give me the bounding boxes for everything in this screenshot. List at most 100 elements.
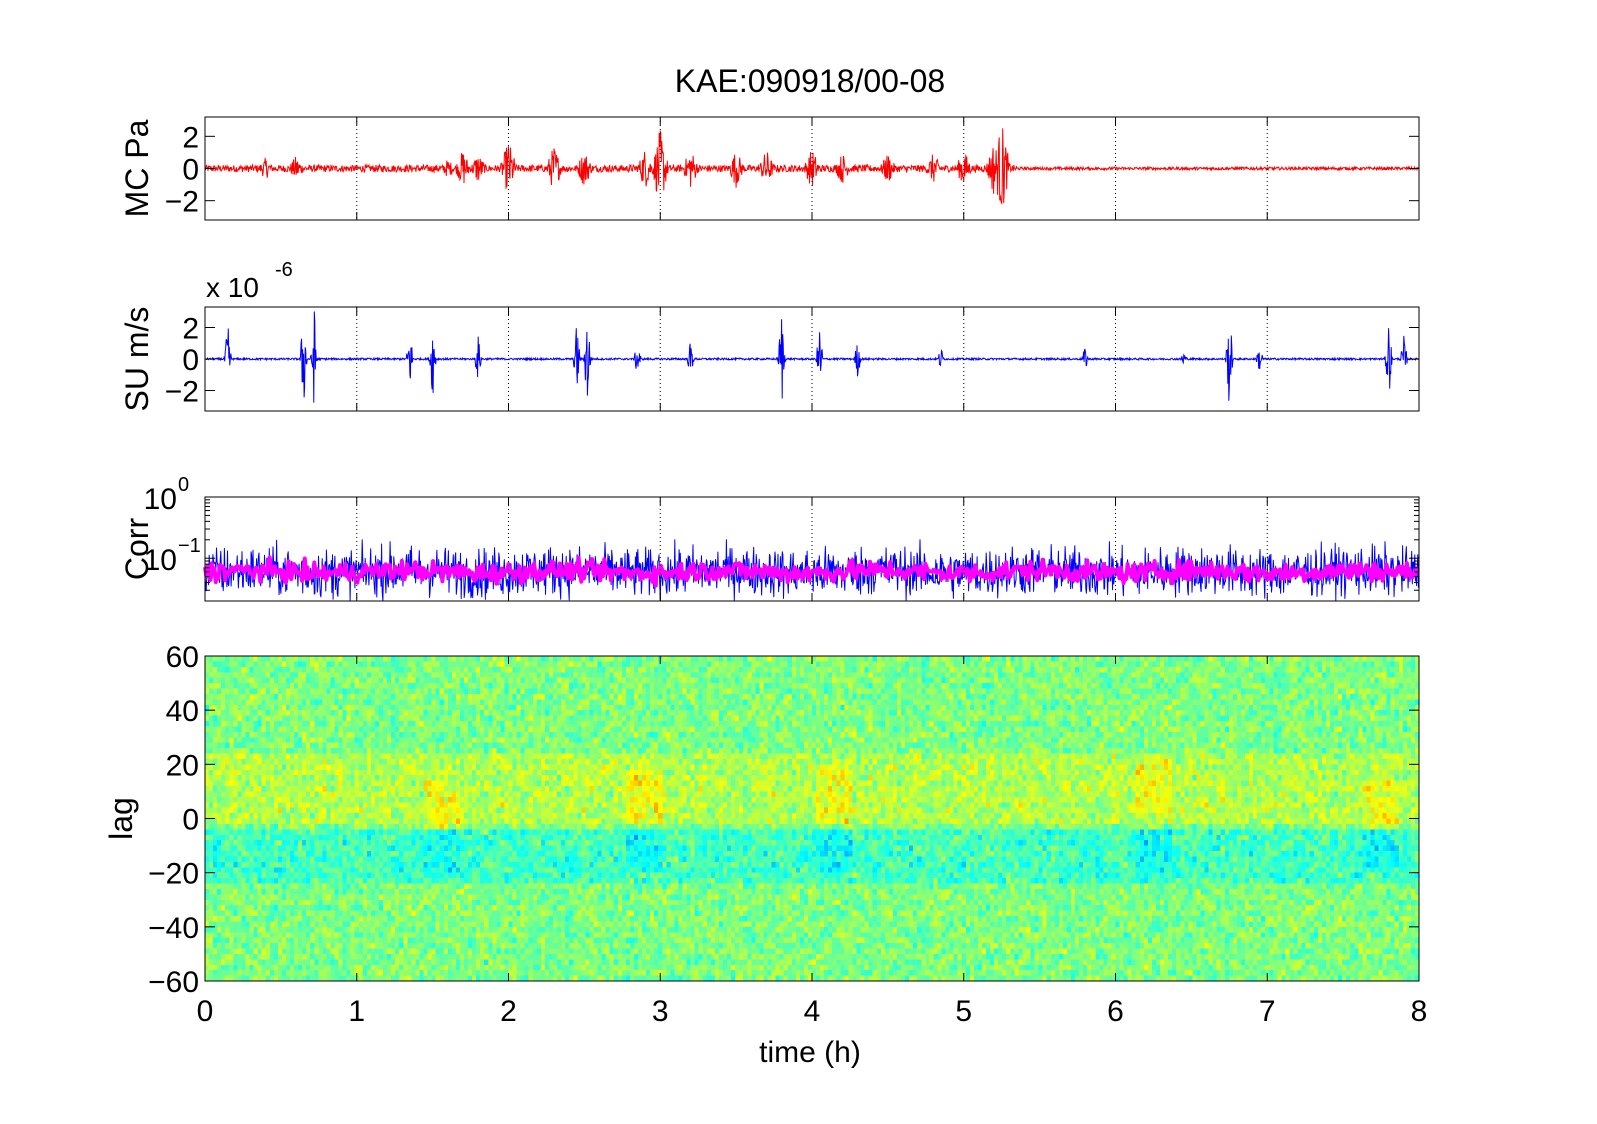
- heatmap-cell: [484, 742, 489, 749]
- heatmap-cell: [277, 829, 283, 836]
- heatmap-cell: [249, 748, 255, 755]
- heatmap-cell: [277, 693, 283, 700]
- heatmap-cell: [350, 878, 356, 885]
- heatmap-cell: [281, 964, 287, 971]
- heatmap-cell: [379, 872, 384, 879]
- heatmap-cell: [488, 742, 493, 749]
- heatmap-cell: [318, 704, 323, 711]
- heatmap-cell: [484, 964, 489, 971]
- heatmap-cell: [346, 910, 352, 917]
- heatmap-cell: [488, 937, 493, 944]
- heatmap-cell: [326, 878, 332, 885]
- heatmap-cell: [257, 693, 263, 700]
- heatmap-cell: [350, 802, 356, 809]
- heatmap-cell: [496, 818, 502, 825]
- heatmap-cell: [488, 677, 493, 684]
- heatmap-cell: [504, 959, 510, 966]
- heatmap-cell: [399, 796, 404, 803]
- heatmap-cell: [455, 753, 461, 760]
- heatmap-cell: [403, 715, 408, 722]
- heatmap-cell: [500, 840, 506, 847]
- heatmap-cell: [217, 948, 222, 955]
- heatmap-cell: [261, 818, 267, 825]
- heatmap-cell: [233, 769, 238, 776]
- heatmap-cell: [435, 710, 441, 717]
- heatmap-cell: [273, 726, 279, 733]
- heatmap-cell: [273, 683, 279, 690]
- heatmap-cell: [257, 883, 263, 890]
- heatmap-cell: [370, 780, 376, 787]
- heatmap-cell: [403, 813, 408, 820]
- heatmap-cell: [516, 807, 522, 814]
- heatmap-cell: [431, 656, 437, 663]
- heatmap-cell: [419, 921, 425, 928]
- heatmap-cell: [468, 666, 473, 673]
- heatmap-cell: [476, 948, 481, 955]
- heatmap-cell: [463, 721, 469, 728]
- heatmap-cell: [504, 710, 510, 717]
- heatmap-cell: [399, 888, 404, 895]
- heatmap-cell: [524, 753, 530, 760]
- heatmap-cell: [245, 959, 251, 966]
- heatmap-cell: [225, 775, 230, 782]
- heatmap-cell: [346, 872, 352, 879]
- heatmap-cell: [253, 964, 259, 971]
- heatmap-cell: [322, 802, 327, 809]
- heatmap-cell: [354, 677, 360, 684]
- y-axis-label: Corr: [119, 518, 155, 581]
- heatmap-cell: [480, 715, 485, 722]
- heatmap-cell: [480, 834, 485, 841]
- heatmap-cell: [455, 666, 461, 673]
- heatmap-cell: [302, 807, 307, 814]
- heatmap-cell: [463, 834, 469, 841]
- heatmap-cell: [225, 878, 230, 885]
- heatmap-cell: [209, 796, 214, 803]
- heatmap-cell: [269, 807, 275, 814]
- heatmap-cell: [245, 905, 251, 912]
- heatmap-cell: [285, 656, 291, 663]
- heatmap-cell: [354, 888, 360, 895]
- heatmap-cell: [233, 883, 238, 890]
- heatmap-cell: [358, 975, 364, 982]
- heatmap-cell: [439, 791, 445, 798]
- heatmap-cell: [350, 715, 356, 722]
- heatmap-cell: [310, 764, 315, 771]
- heatmap-cell: [273, 672, 279, 679]
- heatmap-cell: [277, 688, 283, 695]
- heatmap-cell: [326, 656, 332, 663]
- heatmap-cell: [468, 661, 473, 668]
- heatmap-cell: [370, 851, 376, 858]
- heatmap-cell: [217, 802, 222, 809]
- heatmap-cell: [419, 829, 425, 836]
- heatmap-cell: [285, 764, 291, 771]
- heatmap-cell: [492, 970, 497, 977]
- heatmap-cell: [294, 921, 299, 928]
- heatmap-cell: [209, 807, 214, 814]
- heatmap-cell: [468, 867, 473, 874]
- heatmap-cell: [209, 894, 214, 901]
- heatmap-cell: [451, 932, 457, 939]
- heatmap-cell: [468, 693, 473, 700]
- heatmap-cell: [245, 786, 251, 793]
- heatmap-cell: [326, 872, 332, 879]
- heatmap-cell: [285, 840, 291, 847]
- heatmap-cell: [387, 661, 392, 668]
- heatmap-cell: [484, 780, 489, 787]
- heatmap-cell: [488, 786, 493, 793]
- heatmap-cell: [476, 807, 481, 814]
- heatmap-cell: [496, 726, 502, 733]
- heatmap-cell: [492, 791, 497, 798]
- heatmap-cell: [443, 699, 449, 706]
- heatmap-cell: [354, 899, 360, 906]
- heatmap-cell: [209, 888, 214, 895]
- heatmap-cell: [447, 937, 453, 944]
- heatmap-cell: [528, 721, 534, 728]
- heatmap-cell: [253, 710, 259, 717]
- heatmap-cell: [411, 970, 417, 977]
- heatmap-cell: [496, 710, 502, 717]
- heatmap-cell: [350, 823, 356, 830]
- heatmap-cell: [281, 834, 287, 841]
- heatmap-cell: [318, 742, 323, 749]
- heatmap-cell: [500, 926, 506, 933]
- heatmap-cell: [435, 867, 441, 874]
